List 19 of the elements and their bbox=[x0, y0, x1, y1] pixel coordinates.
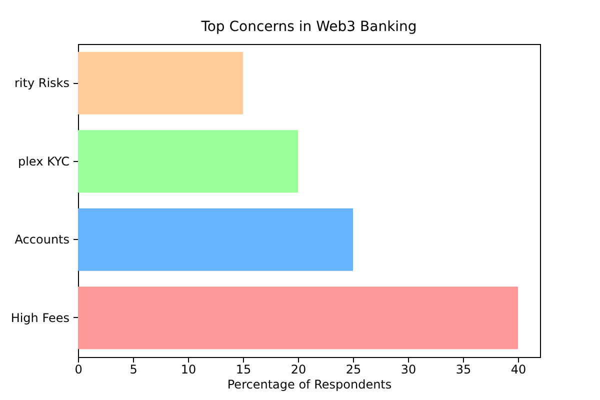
bar bbox=[78, 286, 518, 350]
y-tick-label: High Fees bbox=[10, 310, 70, 325]
x-tick-label: 10 bbox=[180, 362, 196, 376]
y-tick-label: Accounts bbox=[14, 232, 70, 247]
bar bbox=[78, 130, 298, 193]
x-tick-label: 0 bbox=[74, 362, 82, 376]
bar bbox=[78, 52, 243, 114]
y-tick-label: rity Risks bbox=[14, 76, 70, 90]
x-tick-label: 5 bbox=[130, 362, 138, 376]
x-tick-label: 30 bbox=[400, 362, 416, 376]
bar bbox=[78, 208, 353, 271]
chart-title: Top Concerns in Web3 Banking bbox=[200, 19, 417, 35]
y-tick-label: plex KYC bbox=[18, 154, 70, 168]
x-axis-title: Percentage of Respondents bbox=[227, 378, 392, 392]
x-tick-label: 25 bbox=[346, 362, 362, 376]
x-tick-label: 35 bbox=[456, 362, 472, 376]
x-tick-label: 40 bbox=[510, 362, 526, 376]
x-tick-label: 20 bbox=[290, 362, 306, 376]
x-tick-label: 15 bbox=[236, 362, 252, 376]
